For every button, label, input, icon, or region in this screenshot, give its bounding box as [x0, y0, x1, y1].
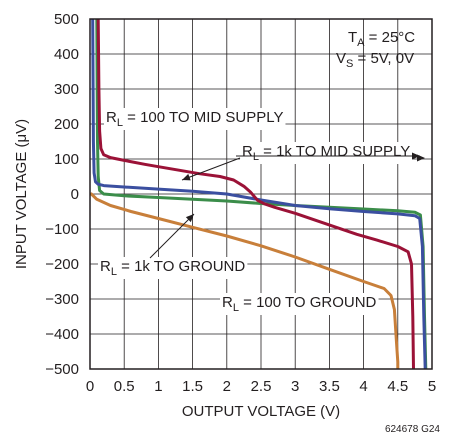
x-tick-label: 2	[223, 378, 231, 395]
series-label-0-bg	[104, 108, 286, 130]
condition-vs: VS = 5V, 0V	[336, 50, 414, 70]
y-tick-label: −500	[45, 361, 79, 378]
x-tick-labels: 0 0.5 1 1.5 2 2.5 3 3.5 4 4.5 5	[86, 378, 436, 395]
y-tick-label: 500	[54, 11, 79, 28]
series-label-0: RL = 100 TO MID SUPPLY	[106, 109, 283, 129]
annotations: TA = 25°CVS = 5V, 0V RL = 100 TO MID SUPP…	[98, 29, 425, 315]
series-line-3	[90, 192, 400, 369]
y-tick-labels: 500 400 300 200 100 0 −100 −200 −300 −400 −500	[45, 11, 79, 378]
x-tick-label: 0.5	[114, 378, 135, 395]
series-layer	[90, 19, 428, 369]
grid	[90, 19, 432, 369]
series-label-2: RL = 1k TO GROUND	[100, 258, 245, 278]
series-label-2-bg	[98, 257, 248, 279]
x-tick-label: 3.5	[319, 378, 340, 395]
x-tick-label: 4	[359, 378, 367, 395]
leader-1k-ground-arrowhead	[185, 214, 194, 223]
y-tick-label: 100	[54, 151, 79, 168]
y-tick-label: 0	[71, 186, 79, 203]
y-tick-label: 200	[54, 116, 79, 133]
series-line-0	[96, 19, 415, 369]
y-tick-label: −200	[45, 256, 79, 273]
figure-code: 624678 G24	[385, 424, 440, 435]
y-tick-label: −300	[45, 291, 79, 308]
series-label-3-bg	[220, 293, 379, 315]
x-tick-label: 3	[291, 378, 299, 395]
plot-frame	[89, 18, 433, 370]
series-line-2	[95, 19, 428, 369]
y-tick-label: 300	[54, 81, 79, 98]
x-tick-label: 4.5	[387, 378, 408, 395]
leader-1k-mid	[181, 157, 241, 181]
series-label-3: RL = 100 TO GROUND	[222, 294, 377, 314]
y-axis-label: INPUT VOLTAGE (μV)	[13, 119, 30, 269]
leader-1k-mid-arrowhead	[182, 173, 191, 181]
x-tick-label: 1	[154, 378, 162, 395]
x-axis-label: OUTPUT VOLTAGE (V)	[182, 403, 340, 420]
y-tick-label: −400	[45, 326, 79, 343]
series-line-1	[91, 19, 427, 369]
leader-1k-mid-underline-arrowhead	[412, 152, 420, 160]
x-tick-label: 2.5	[251, 378, 272, 395]
x-tick-label: 5	[428, 378, 436, 395]
y-tick-label: 400	[54, 46, 79, 63]
y-tick-label: −100	[45, 221, 79, 238]
x-tick-label: 1.5	[182, 378, 203, 395]
series-label-1-bg	[240, 142, 413, 164]
condition-ta: TA = 25°C	[348, 29, 415, 49]
leader-1k-ground	[149, 213, 195, 259]
x-tick-label: 0	[86, 378, 94, 395]
